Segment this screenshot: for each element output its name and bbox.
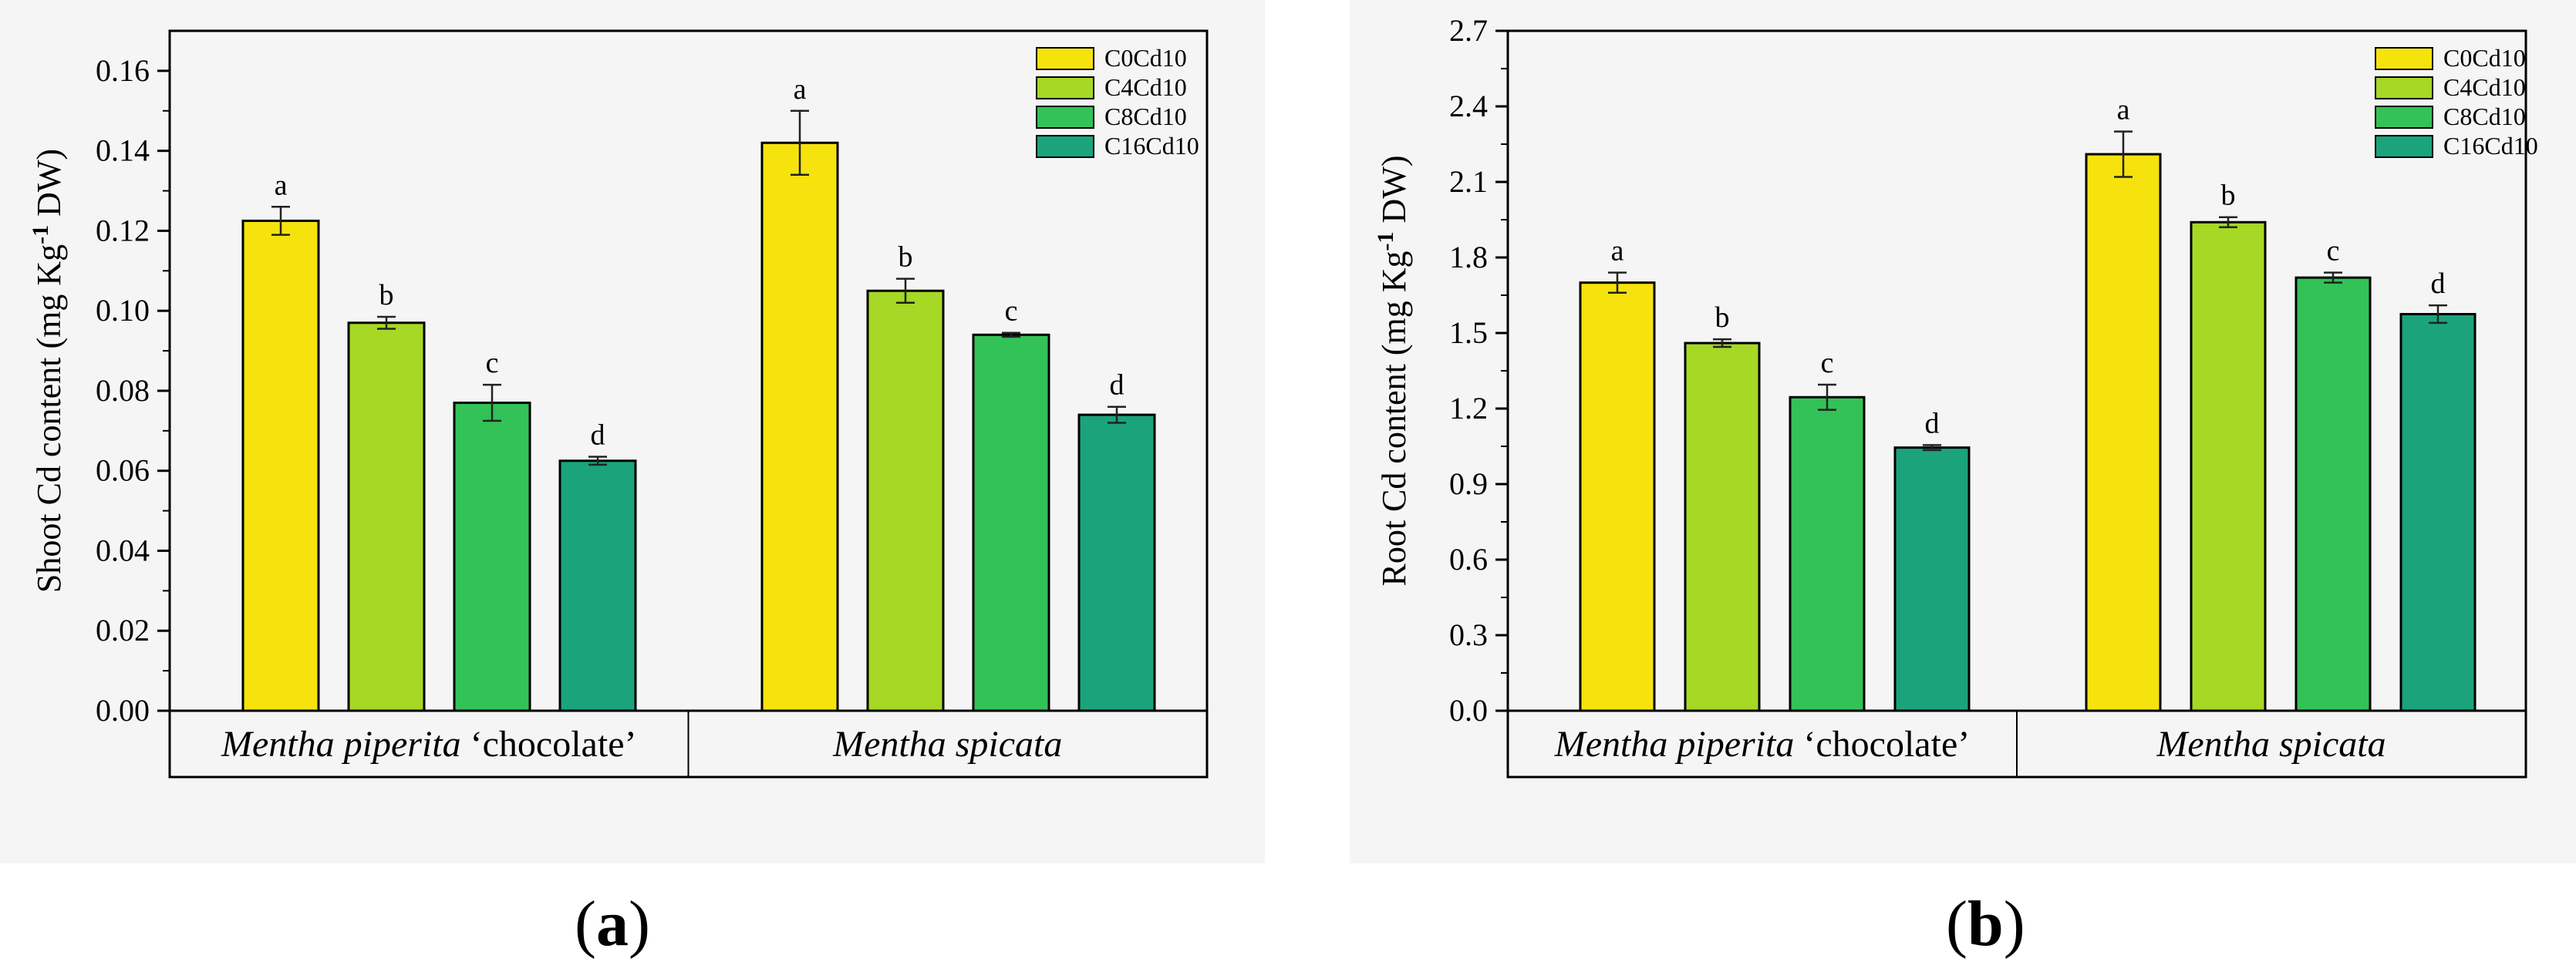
y-tick-label: 0.16 [96,53,150,88]
caption-a-letter: a [595,888,629,960]
bar-C16Cd10 [2399,313,2477,712]
legend-swatch-C0Cd10 [2375,47,2433,70]
caption-b-letter: b [1967,888,2004,960]
y-tick-label: 0.08 [96,373,150,408]
y-tick-label: 1.8 [1449,240,1488,274]
category-label: Mentha piperita ‘chocolate’ [1554,724,1970,765]
legend-swatch-C8Cd10 [1036,106,1094,129]
y-tick-label: 0.00 [96,693,150,728]
shoot-cd-chart: 0.00 0.02 0.04 0.06 0.08 0.10 0.12 0.14 0.16 Shoo… [28,29,1209,779]
significance-letter: c [1005,295,1018,328]
significance-letter: d [1925,407,1940,439]
legend-label-C16Cd10: C16Cd10 [1104,132,1199,160]
bar-C8Cd10 [2294,276,2372,712]
y-axis-label: Root Cd content (mg Kg-1 DW) [1373,155,1413,586]
significance-letter: c [1821,347,1834,379]
category-label: Mentha spicata [832,724,1062,765]
chart-panel-shoot: 0.00 0.02 0.04 0.06 0.08 0.10 0.12 0.14 0.16 Shoo… [0,0,1265,863]
y-tick-label: 2.1 [1449,164,1488,199]
bar-C16Cd10 [1077,413,1156,712]
bar-C4Cd10 [347,321,426,712]
y-tick-label: 0.0 [1449,693,1488,728]
significance-letter: a [2117,94,2130,126]
significance-letter: c [486,347,499,379]
legend-swatch-C4Cd10 [2375,76,2433,99]
bar-C4Cd10 [866,289,945,712]
legend-label-C8Cd10: C8Cd10 [1104,103,1187,130]
y-tick-label: 0.9 [1449,466,1488,501]
y-tick-label: 0.10 [96,293,150,328]
y-tick-label: 2.7 [1449,13,1488,48]
significance-letter: b [2221,180,2236,212]
y-tick-label: 1.2 [1449,391,1488,426]
chart-panel-root: 0.0 0.3 0.6 0.9 1.2 1.5 1.8 2.1 2.4 2.7 Root Cd co… [1350,0,2576,863]
legend-label-C8Cd10: C8Cd10 [2443,103,2526,130]
y-tick-label: 0.14 [96,133,150,168]
y-axis-label: Shoot Cd content (mg Kg-1 DW) [28,149,68,593]
legend-label-C4Cd10: C4Cd10 [1104,73,1187,101]
y-tick-label: 0.06 [96,453,150,488]
y-tick-label: 0.02 [96,613,150,648]
significance-letter: d [2431,267,2446,300]
legend-swatch-C16Cd10 [1036,135,1094,158]
y-tick-label: 0.3 [1449,617,1488,652]
bar-C8Cd10 [453,402,531,712]
legend-swatch-C0Cd10 [1036,47,1094,70]
significance-letter: a [1611,235,1624,267]
significance-letter: a [275,169,288,201]
bar-C8Cd10 [1789,395,1866,712]
bar-C0Cd10 [241,219,320,712]
y-tick-label: 2.4 [1449,89,1488,123]
bar-C0Cd10 [1579,281,1656,712]
significance-letter: d [1110,369,1124,402]
bar-C8Cd10 [972,333,1050,712]
caption-a: (a) [575,888,650,960]
legend-swatch-C8Cd10 [2375,106,2433,129]
significance-letter: b [1715,301,1730,334]
significance-letter: c [2327,235,2340,267]
legend-label-C4Cd10: C4Cd10 [2443,73,2526,101]
y-tick-label: 1.5 [1449,315,1488,350]
significance-letter: b [379,279,394,311]
bar-C4Cd10 [1684,341,1761,712]
y-tick-label: 0.6 [1449,542,1488,577]
y-tick-label: 0.04 [96,533,150,567]
bar-C0Cd10 [760,141,839,712]
bar-C16Cd10 [1893,446,1971,712]
root-cd-chart: 0.0 0.3 0.6 0.9 1.2 1.5 1.8 2.1 2.4 2.7 Root Cd co… [1373,13,2538,779]
bar-C4Cd10 [2190,220,2267,712]
legend-label-C0Cd10: C0Cd10 [2443,44,2526,72]
legend-label-C16Cd10: C16Cd10 [2443,132,2538,160]
legend-label-C0Cd10: C0Cd10 [1104,44,1187,72]
significance-letter: b [899,241,913,274]
caption-b: (b) [1946,888,2025,960]
category-label: Mentha spicata [2156,724,2385,765]
legend-swatch-C4Cd10 [1036,76,1094,99]
y-tick-label: 0.12 [96,213,150,247]
plot-frame [168,29,1209,712]
category-label: Mentha piperita ‘chocolate’ [221,724,636,765]
significance-letter: d [591,419,605,452]
bar-C0Cd10 [2085,153,2162,712]
legend-swatch-C16Cd10 [2375,135,2433,158]
bar-C16Cd10 [558,459,637,712]
plot-frame [1506,29,2527,712]
significance-letter: a [794,73,807,106]
